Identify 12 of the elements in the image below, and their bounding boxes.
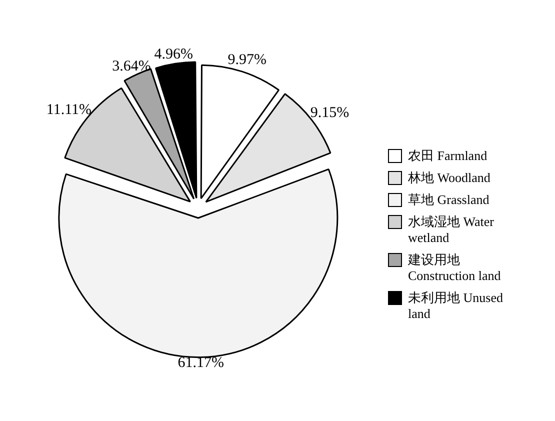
data-label: 4.96% <box>154 46 193 63</box>
legend-label: 水域湿地 Water wetland <box>408 214 495 246</box>
data-label: 11.11% <box>46 102 92 118</box>
legend-label: 草地 Grassland <box>408 192 490 208</box>
legend-label: 建设用地 Construction land <box>408 252 502 284</box>
legend-label: 林地 Woodland <box>408 170 490 186</box>
data-label: 9.97% <box>228 52 267 68</box>
data-label: 61.17% <box>178 355 224 372</box>
data-label: 9.15% <box>310 105 350 122</box>
legend-label: 农田 Farmland <box>408 148 488 164</box>
legend-label: 未利用地 Unused land <box>408 290 504 322</box>
data-label: 3.64% <box>112 58 151 75</box>
